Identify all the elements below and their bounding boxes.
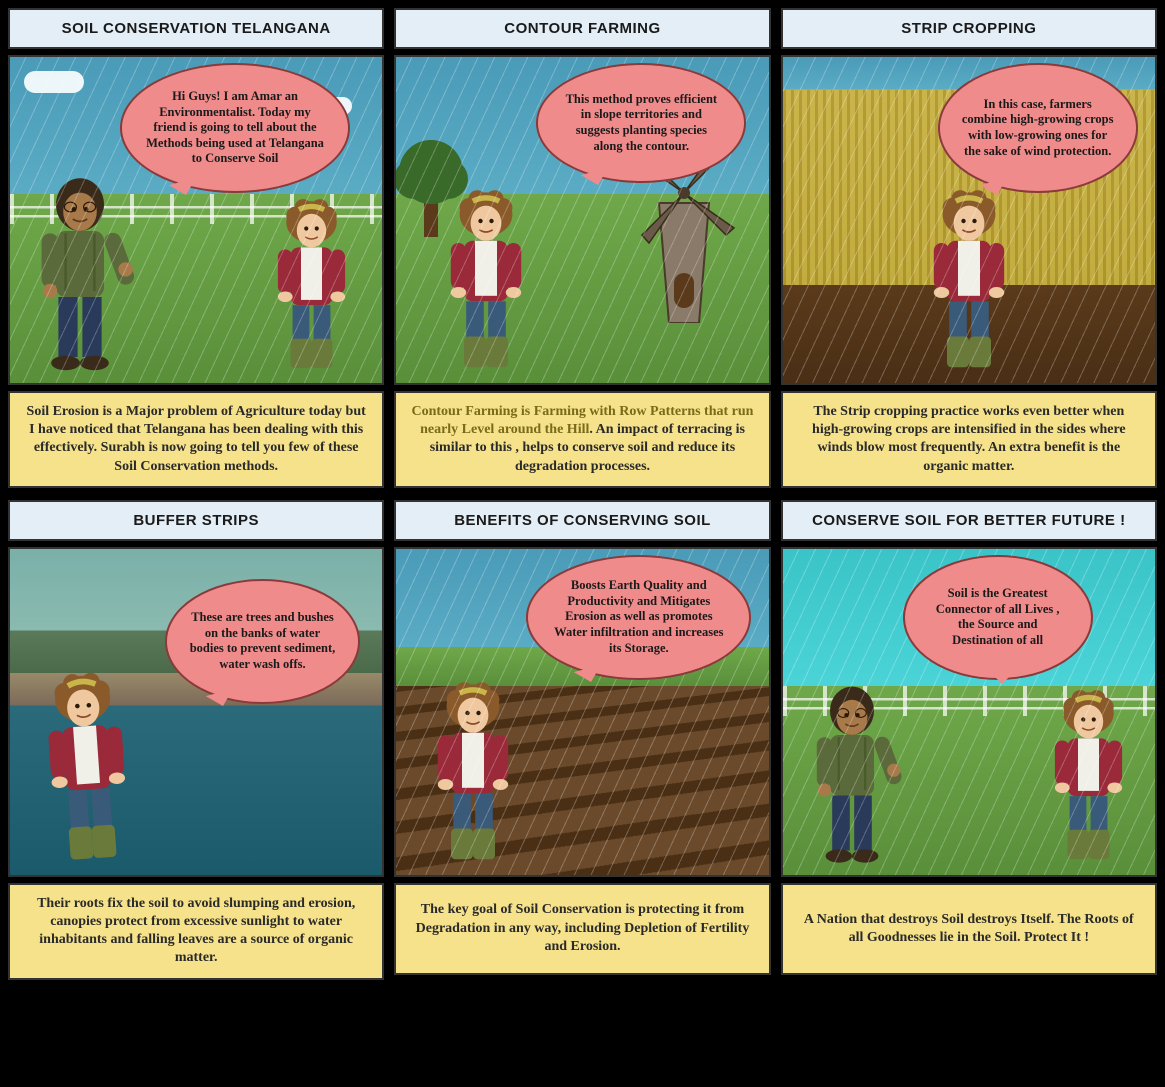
speech-bubble: This method proves efficient in slope te… <box>536 63 746 183</box>
character-surabh <box>1036 688 1141 867</box>
panel-title: BENEFITS OF CONSERVING SOIL <box>394 500 770 541</box>
character-surabh <box>23 667 151 870</box>
panel-5: BENEFITS OF CONSERVING SOIL Boosts Earth… <box>394 500 770 980</box>
panel-1: SOIL CONSERVATION TELANGANA Hi Guys! I a… <box>8 8 384 488</box>
speech-bubble: Hi Guys! I am Amar an Environmentalist. … <box>120 63 350 193</box>
character-amar <box>797 680 907 867</box>
panel-caption: Soil Erosion is a Major problem of Agric… <box>8 391 384 488</box>
panel-scene: Hi Guys! I am Amar an Environmentalist. … <box>8 55 384 385</box>
panel-scene: This method proves efficient in slope te… <box>394 55 770 385</box>
panel-scene: In this case, farmers combine high-growi… <box>781 55 1157 385</box>
cloud-decor <box>24 71 84 93</box>
panel-4: BUFFER STRIPS These are trees and bushes… <box>8 500 384 980</box>
character-surabh <box>914 188 1024 375</box>
character-amar <box>20 171 140 375</box>
panel-3: STRIP CROPPING In this case, farmers com… <box>781 8 1157 488</box>
panel-title: CONTOUR FARMING <box>394 8 770 49</box>
storyboard-grid: SOIL CONSERVATION TELANGANA Hi Guys! I a… <box>8 8 1157 980</box>
character-surabh <box>431 188 541 375</box>
panel-title: SOIL CONSERVATION TELANGANA <box>8 8 384 49</box>
panel-title: BUFFER STRIPS <box>8 500 384 541</box>
panel-scene: These are trees and bushes on the banks … <box>8 547 384 877</box>
panel-6: CONSERVE SOIL FOR BETTER FUTURE ! Soil i… <box>781 500 1157 980</box>
speech-bubble: Boosts Earth Quality and Productivity an… <box>526 555 751 680</box>
panel-caption: A Nation that destroys Soil destroys Its… <box>781 883 1157 975</box>
speech-bubble: In this case, farmers combine high-growi… <box>938 63 1138 193</box>
speech-bubble: These are trees and bushes on the banks … <box>165 579 360 704</box>
panel-caption: Contour Farming is Farming with Row Patt… <box>394 391 770 488</box>
panel-caption: The key goal of Soil Conservation is pro… <box>394 883 770 975</box>
panel-title: STRIP CROPPING <box>781 8 1157 49</box>
panel-scene: Soil is the Greatest Connector of all Li… <box>781 547 1157 877</box>
character-surabh <box>418 680 528 867</box>
panel-caption: The Strip cropping practice works even b… <box>781 391 1157 488</box>
panel-2: CONTOUR FARMING This method proves effic… <box>394 8 770 488</box>
speech-bubble: Soil is the Greatest Connector of all Li… <box>903 555 1093 680</box>
panel-title: CONSERVE SOIL FOR BETTER FUTURE ! <box>781 500 1157 541</box>
panel-scene: Boosts Earth Quality and Productivity an… <box>394 547 770 877</box>
panel-caption: Their roots fix the soil to avoid slumpi… <box>8 883 384 980</box>
character-surabh <box>259 197 364 376</box>
